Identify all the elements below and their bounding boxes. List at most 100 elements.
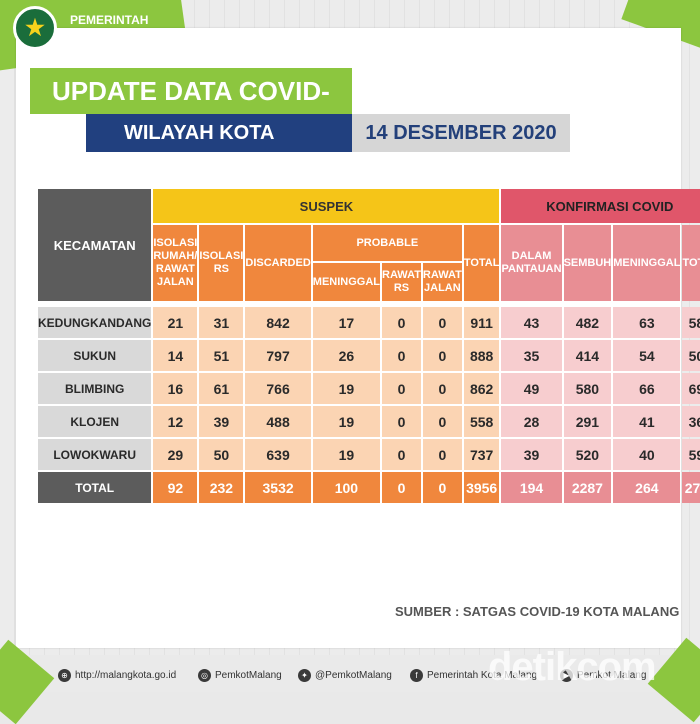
table-cell: 0: [422, 373, 462, 404]
col-total-suspek: TOTAL: [463, 225, 500, 301]
gov-line-2: KOTA MALANG: [70, 28, 159, 42]
district-name: LOWOKWARU: [38, 439, 152, 470]
page-title: UPDATE DATA COVID-19: [30, 68, 352, 152]
total-cell: 0: [382, 472, 421, 503]
table-cell: 14: [153, 340, 198, 371]
table-cell: 0: [382, 340, 421, 371]
table-cell: 0: [382, 439, 421, 470]
table-cell: 888: [463, 340, 500, 371]
total-cell: 264: [613, 472, 681, 503]
table-cell: 54: [613, 340, 681, 371]
table-cell: 414: [563, 340, 612, 371]
total-cell: 194: [501, 472, 562, 503]
footer-bar: [0, 655, 700, 692]
watermark: detikcom: [488, 645, 657, 689]
konfirmasi-header: KONFIRMASI COVID: [501, 189, 700, 223]
table-cell: 51: [199, 340, 244, 371]
table-cell: 0: [422, 340, 462, 371]
footer-twitter-text: @PemkotMalang: [315, 670, 392, 681]
footer-instagram-link[interactable]: ◎ PemkotMalang: [198, 669, 282, 682]
col-dalam-pantauan: DALAM PANTAUAN: [501, 225, 562, 301]
footer-website-text: http://malangkota.go.id: [75, 670, 177, 681]
covid-data-table: KECAMATAN SUSPEK KONFIRMASI COVID ISOLAS…: [36, 187, 700, 505]
total-cell: 2745: [682, 472, 700, 503]
table-cell: 29: [153, 439, 198, 470]
table-cell: 737: [463, 439, 500, 470]
table-cell: 588: [682, 307, 700, 338]
table-cell: 26: [312, 340, 381, 371]
footer-website-link[interactable]: ⊕ http://malangkota.go.id: [58, 669, 176, 682]
table-cell: 21: [153, 307, 198, 338]
district-name: KEDUNGKANDANG: [38, 307, 152, 338]
table-cell: 520: [563, 439, 612, 470]
col-rawat-jalan: RAWAT JALAN: [422, 263, 462, 301]
date-label: 14 DESEMBER 2020: [352, 114, 570, 152]
table-cell: 66: [613, 373, 681, 404]
table-cell: 0: [382, 307, 421, 338]
government-name: PEMERINTAH KOTA MALANG: [70, 13, 159, 43]
col-meninggal-probable: MENINGGAL: [312, 263, 381, 301]
kecamatan-header: KECAMATAN: [38, 189, 152, 301]
globe-icon: ⊕: [58, 669, 71, 682]
table-cell: 49: [501, 373, 562, 404]
table-cell: 16: [153, 373, 198, 404]
footer-youtube-link[interactable]: ▶ Pemkot Malang: [560, 669, 646, 682]
district-name: SUKUN: [38, 340, 152, 371]
col-meninggal-konfirmasi: MENINGGAL: [613, 225, 681, 301]
instagram-icon: ◎: [198, 669, 211, 682]
suspek-header: SUSPEK: [153, 189, 500, 223]
probable-header: PROBABLE: [312, 225, 462, 261]
table-cell: 0: [382, 406, 421, 437]
table-cell: 19: [312, 439, 381, 470]
table-cell: 63: [613, 307, 681, 338]
table-cell: 61: [199, 373, 244, 404]
table-cell: 580: [563, 373, 612, 404]
table-cell: 39: [501, 439, 562, 470]
table-cell: 488: [245, 406, 311, 437]
gov-line-1: PEMERINTAH: [70, 13, 149, 27]
table-cell: 911: [463, 307, 500, 338]
footer-facebook-link[interactable]: f Pemerintah Kota Malang: [410, 669, 537, 682]
total-cell: 3532: [245, 472, 311, 503]
table-cell: 599: [682, 439, 700, 470]
total-row: TOTAL 92 232 3532 100 0 0 3956 194 2287 …: [38, 472, 700, 503]
table-cell: 0: [422, 439, 462, 470]
table-cell: 0: [422, 307, 462, 338]
table-row: KEDUNGKANDANG 21 31 842 17 0 0 911 43 48…: [38, 307, 700, 338]
table-cell: 482: [563, 307, 612, 338]
table-cell: 41: [613, 406, 681, 437]
table-cell: 50: [199, 439, 244, 470]
col-discarded: DISCARDED: [245, 225, 311, 301]
table-cell: 842: [245, 307, 311, 338]
facebook-icon: f: [410, 669, 423, 682]
footer-twitter-link[interactable]: ✦ @PemkotMalang: [298, 669, 392, 682]
total-cell: 92: [153, 472, 198, 503]
footer-facebook-text: Pemerintah Kota Malang: [427, 670, 538, 681]
total-label: TOTAL: [38, 472, 152, 503]
table-cell: 0: [382, 373, 421, 404]
table-cell: 639: [245, 439, 311, 470]
district-name: KLOJEN: [38, 406, 152, 437]
twitter-icon: ✦: [298, 669, 311, 682]
table-cell: 291: [563, 406, 612, 437]
table-cell: 12: [153, 406, 198, 437]
table-cell: 797: [245, 340, 311, 371]
total-cell: 2287: [563, 472, 612, 503]
table-cell: 503: [682, 340, 700, 371]
district-name: BLIMBING: [38, 373, 152, 404]
table-cell: 360: [682, 406, 700, 437]
total-cell: 232: [199, 472, 244, 503]
col-rawat-rs: RAWAT RS: [382, 263, 421, 301]
table-cell: 0: [422, 406, 462, 437]
table-cell: 695: [682, 373, 700, 404]
table-cell: 40: [613, 439, 681, 470]
total-cell: 3956: [463, 472, 500, 503]
youtube-icon: ▶: [560, 669, 573, 682]
footer-youtube-text: Pemkot Malang: [577, 670, 647, 681]
table-cell: 19: [312, 406, 381, 437]
source-note: SUMBER : SATGAS COVID-19 KOTA MALANG: [395, 604, 680, 619]
table-row: LOWOKWARU 29 50 639 19 0 0 737 39 520 40…: [38, 439, 700, 470]
col-total-konfirmasi: TOTAL: [682, 225, 700, 301]
table-cell: 19: [312, 373, 381, 404]
table-cell: 558: [463, 406, 500, 437]
